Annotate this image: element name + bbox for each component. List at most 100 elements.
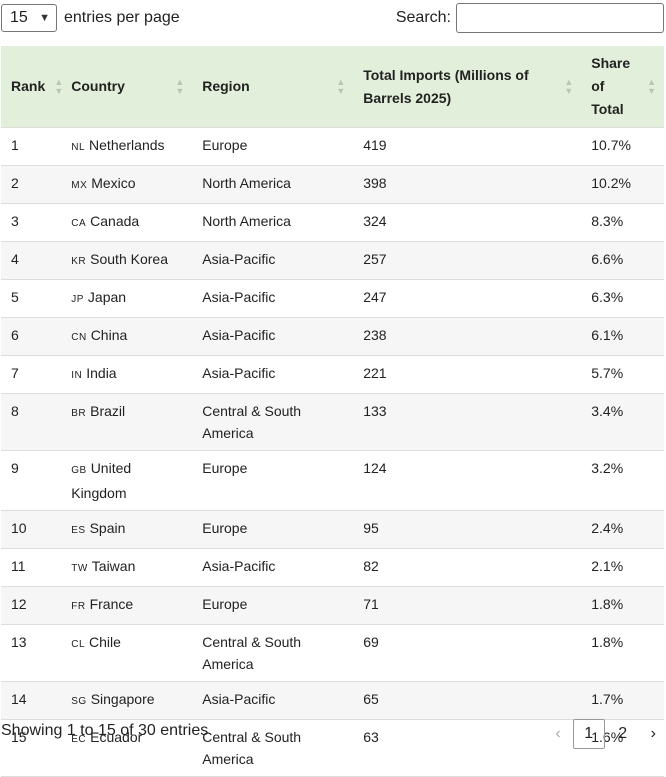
cell-imports: 247: [353, 279, 582, 318]
country-name: Japan: [87, 289, 127, 305]
cell-rank: 8: [1, 393, 72, 451]
cell-region: Europe: [192, 450, 354, 511]
table-row: 11 TW Taiwan Asia-Pacific 82 2.1%: [1, 548, 664, 587]
cell-share: 1.8%: [581, 624, 664, 682]
pagination-previous[interactable]: ‹: [555, 725, 561, 742]
search-label: Search:: [395, 9, 451, 26]
sort-both-icon: ▲ ▼: [647, 76, 656, 96]
cell-share: 2.4%: [581, 510, 664, 549]
column-header-label: Total Imports (Millions of Barrels 2025): [363, 66, 529, 106]
cell-country: CN China: [71, 317, 193, 356]
cell-region: Asia-Pacific: [192, 241, 354, 280]
cell-region: North America: [192, 203, 354, 242]
pagination-next[interactable]: ›: [650, 725, 656, 742]
cell-share: 8.3%: [581, 203, 664, 242]
column-header-rank[interactable]: Rank ▲ ▼: [1, 46, 71, 128]
cell-country: GB United Kingdom: [71, 450, 193, 511]
country-name: Taiwan: [91, 558, 136, 574]
country-code: TW: [71, 563, 88, 574]
country-code: SG: [71, 696, 87, 707]
country-code: CL: [71, 639, 86, 650]
cell-country: BR Brazil: [71, 393, 193, 451]
pagination: ‹ 1 2 ›: [543, 719, 660, 749]
cell-imports: 82: [353, 548, 582, 587]
cell-region: Europe: [192, 586, 354, 625]
pagination-page-current[interactable]: 1: [572, 719, 605, 749]
search-input[interactable]: [456, 3, 664, 33]
cell-share: 2.1%: [581, 548, 664, 587]
column-header-label: Country: [71, 78, 125, 94]
cell-share: 6.3%: [581, 279, 664, 318]
cell-region: Asia-Pacific: [192, 279, 354, 318]
cell-imports: 71: [353, 586, 582, 625]
column-header-label: Rank: [11, 78, 46, 94]
table-row: 8 BR Brazil Central & South America 133 3.4%: [1, 393, 664, 451]
country-name: Ecuador: [90, 729, 143, 745]
table-row: 14 SG Singapore Asia-Pacific 65 1.7%: [1, 681, 664, 720]
cell-imports: 324: [353, 203, 582, 242]
sort-both-icon: ▲ ▼: [564, 76, 574, 96]
country-name: Mexico: [91, 175, 136, 191]
cell-region: Europe: [192, 510, 354, 549]
table-row: 13 CL Chile Central & South America 69 1.8%: [1, 624, 664, 682]
cell-imports: 398: [353, 165, 582, 204]
cell-rank: 11: [1, 548, 72, 587]
column-header-country[interactable]: Country ▲ ▼: [71, 46, 192, 128]
cell-rank: 5: [1, 279, 72, 318]
cell-share: 3.2%: [581, 450, 664, 511]
table-row: 6 CN China Asia-Pacific 238 6.1%: [1, 317, 664, 356]
country-code: ES: [71, 525, 86, 536]
cell-region: Central & South America: [192, 719, 354, 777]
cell-imports: 221: [353, 355, 582, 394]
table-row: 4 KR South Korea Asia-Pacific 257 6.6%: [1, 241, 664, 280]
country-code: NL: [71, 142, 86, 153]
table-row: 2 MX Mexico North America 398 10.2%: [1, 165, 664, 204]
column-header-region[interactable]: Region ▲ ▼: [192, 46, 353, 128]
entries-per-page-value: 15: [10, 9, 28, 26]
country-name: China: [90, 327, 128, 343]
entries-per-page-select[interactable]: 15 ▼: [1, 4, 57, 32]
cell-share: 3.4%: [581, 393, 664, 451]
column-header-imports[interactable]: Total Imports (Millions of Barrels 2025)…: [353, 46, 581, 128]
cell-rank: 13: [1, 624, 72, 682]
sort-both-icon: ▲ ▼: [336, 76, 346, 96]
pagination-page[interactable]: 2: [618, 725, 628, 742]
cell-region: Central & South America: [192, 624, 354, 682]
table-row: 12 FR France Europe 71 1.8%: [1, 586, 664, 625]
country-name: Canada: [90, 213, 140, 229]
cell-imports: 419: [353, 127, 582, 166]
country-code: JP: [71, 294, 84, 305]
cell-region: North America: [192, 165, 354, 204]
country-code: BR: [71, 408, 87, 419]
cell-share: 6.6%: [581, 241, 664, 280]
column-header-label: Share of Total: [591, 55, 631, 117]
cell-country: NL Netherlands: [71, 127, 193, 166]
chevron-down-icon: ▼: [39, 12, 50, 24]
cell-imports: 124: [353, 450, 582, 511]
cell-region: Asia-Pacific: [192, 355, 354, 394]
cell-country: TW Taiwan: [71, 548, 193, 587]
entries-per-page-label: entries per page: [64, 9, 180, 26]
cell-rank: 4: [1, 241, 72, 280]
cell-share: 6.1%: [581, 317, 664, 356]
country-name: India: [86, 365, 117, 381]
table-row: 10 ES Spain Europe 95 2.4%: [1, 510, 664, 549]
table-row: 1 NL Netherlands Europe 419 10.7%: [1, 127, 664, 166]
cell-region: Asia-Pacific: [192, 317, 354, 356]
cell-country: CA Canada: [71, 203, 193, 242]
column-header-label: Region: [202, 78, 250, 94]
country-name: Chile: [89, 634, 121, 650]
cell-imports: 257: [353, 241, 582, 280]
entries-length-control: 15 ▼ entries per page: [1, 4, 180, 32]
table-header-row: Rank ▲ ▼ Country ▲ ▼ Region ▲ ▼ Total Impor…: [1, 46, 664, 128]
search-control: Search:: [396, 3, 664, 33]
cell-country: MX Mexico: [71, 165, 193, 204]
column-header-share[interactable]: Share of Total ▲ ▼: [581, 46, 664, 128]
cell-rank: 9: [1, 450, 72, 511]
country-name: Spain: [89, 520, 126, 536]
country-code: CN: [71, 332, 87, 343]
cell-share: 1.8%: [581, 586, 664, 625]
table-info: Showing 1 to 15 of 30 entries: [1, 722, 209, 739]
country-name: South Korea: [90, 251, 168, 267]
table-row: 5 JP Japan Asia-Pacific 247 6.3%: [1, 279, 664, 318]
